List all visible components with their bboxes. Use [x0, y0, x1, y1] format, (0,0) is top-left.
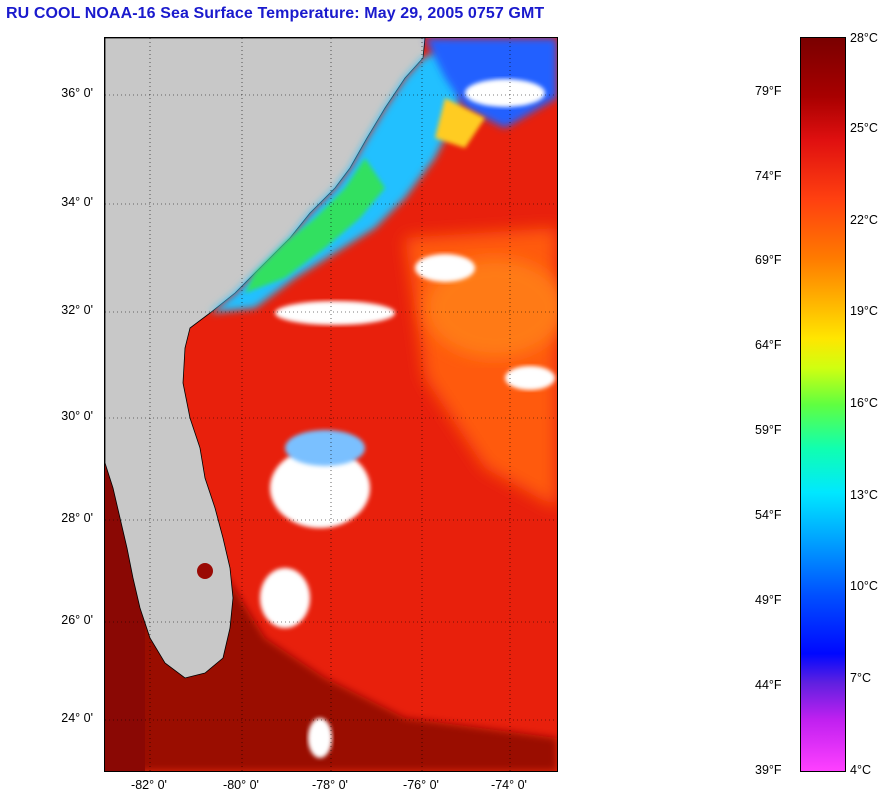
colorbar-fahrenheit-label: 54°F	[755, 508, 782, 522]
land-mass	[105, 38, 426, 679]
colorbar-fahrenheit-label: 79°F	[755, 84, 782, 98]
colorbar-celsius-label: 25°C	[850, 121, 878, 135]
colorbar-celsius-label: 22°C	[850, 213, 878, 227]
latitude-label: 36° 0'	[61, 86, 93, 100]
latitude-label: 24° 0'	[61, 711, 93, 725]
temperature-colorbar	[800, 37, 846, 772]
longitude-label: -74° 0'	[491, 778, 527, 792]
longitude-label: -78° 0'	[312, 778, 348, 792]
colorbar-fahrenheit-label: 64°F	[755, 338, 782, 352]
cool-shelf-waters	[210, 48, 465, 313]
longitude-label: -82° 0'	[131, 778, 167, 792]
colorbar-fahrenheit-label: 39°F	[755, 763, 782, 777]
colorbar-celsius-label: 19°C	[850, 304, 878, 318]
colorbar-celsius-label: 13°C	[850, 488, 878, 502]
colorbar-fahrenheit-label: 44°F	[755, 678, 782, 692]
latitude-label: 32° 0'	[61, 303, 93, 317]
colorbar-fahrenheit-label: 59°F	[755, 423, 782, 437]
colorbar-celsius-label: 4°C	[850, 763, 871, 777]
latitude-label: 26° 0'	[61, 613, 93, 627]
latitude-label: 30° 0'	[61, 409, 93, 423]
colorbar-celsius-label: 10°C	[850, 579, 878, 593]
colorbar-fahrenheit-label: 74°F	[755, 169, 782, 183]
cloud-mass	[270, 448, 370, 528]
gulf-stream-region	[105, 458, 557, 771]
longitude-label: -80° 0'	[223, 778, 259, 792]
longitude-label: -76° 0'	[403, 778, 439, 792]
latitude-label: 28° 0'	[61, 511, 93, 525]
colorbar-fahrenheit-label: 49°F	[755, 593, 782, 607]
map-gridlines	[105, 38, 557, 771]
latitude-label: 34° 0'	[61, 195, 93, 209]
sst-map-image	[105, 38, 557, 771]
colorbar-fahrenheit-label: 69°F	[755, 253, 782, 267]
colorbar-celsius-label: 28°C	[850, 31, 878, 45]
page-title: RU COOL NOAA-16 Sea Surface Temperature:…	[6, 5, 545, 22]
colorbar-celsius-label: 16°C	[850, 396, 878, 410]
colorbar-celsius-label: 7°C	[850, 671, 871, 685]
sst-map	[104, 37, 558, 772]
